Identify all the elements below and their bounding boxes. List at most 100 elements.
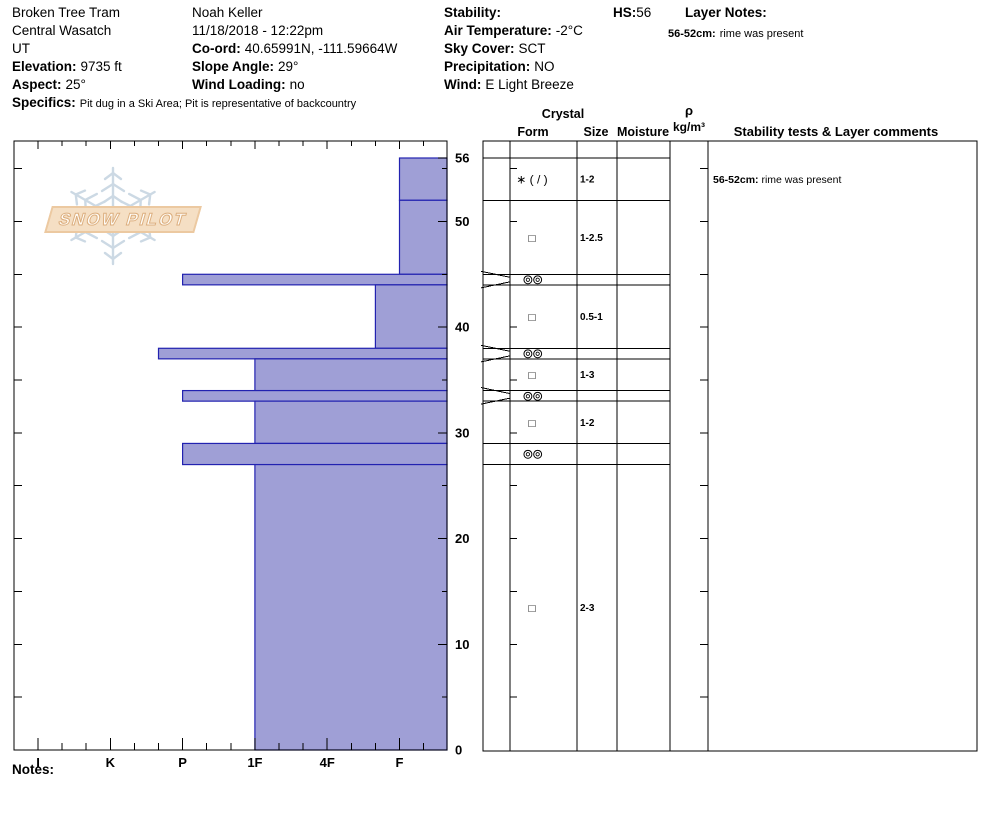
size-value: 1-2.5 [580, 233, 603, 244]
stability-label: Stability: [444, 5, 502, 20]
slope-angle-value: 29° [278, 59, 299, 74]
col-header-density-units: kg/m³ [673, 120, 705, 134]
air-temp-line: Air Temperature: -2°C [444, 22, 583, 40]
aspect-label: Aspect: [12, 77, 62, 92]
layer-comment: 56-52cm: rime was present [713, 174, 841, 186]
form-symbol: ∗ ( / ) [516, 173, 547, 187]
wind-value: E Light Breeze [485, 77, 574, 92]
elevation-line: Elevation: 9735 ft [12, 58, 122, 76]
layer-flag [480, 270, 511, 278]
hardness-bar-layer-29-27 [182, 442, 448, 466]
depth-label-10: 10 [455, 637, 469, 652]
aspect-line: Aspect: 25° [12, 76, 86, 94]
coord-value: 40.65991N, -111.59664W [244, 41, 398, 56]
hs-line: HS:56 [613, 4, 651, 22]
layer-flag [480, 281, 511, 289]
form-symbol: ⊚⊚ [522, 346, 543, 361]
col-header-density-rho: ρ [685, 103, 693, 118]
specifics-line: Specifics: Pit dug in a Ski Area; Pit is … [12, 94, 356, 113]
depth-label-40: 40 [455, 320, 469, 335]
form-symbol: ⊚⊚ [522, 447, 543, 462]
sky-cover-line: Sky Cover: SCT [444, 40, 546, 58]
specifics-value: Pit dug in a Ski Area; Pit is representa… [79, 98, 357, 110]
size-value: 1-3 [580, 370, 595, 381]
specifics-label: Specifics: [12, 95, 76, 110]
coord-line: Co-ord: 40.65991N, -111.59664W [192, 40, 397, 58]
layer-flag [480, 387, 511, 395]
col-header-form: Form [517, 125, 548, 139]
hardness-bar-layer-37-34 [254, 358, 448, 392]
hardness-bar-layer-33-29 [254, 400, 448, 445]
coord-label: Co-ord: [192, 41, 241, 56]
wind-line: Wind: E Light Breeze [444, 76, 574, 94]
depth-label-50: 50 [455, 214, 469, 229]
layer-flag [480, 397, 511, 405]
layer-flag [480, 355, 511, 363]
layer-note-range: 56-52cm: [668, 28, 716, 40]
sky-cover-label: Sky Cover: [444, 41, 515, 56]
form-symbol: □ [529, 233, 536, 245]
site-range: Central Wasatch [12, 23, 112, 38]
form-symbol: □ [529, 370, 536, 382]
air-temp-value: -2°C [555, 23, 583, 38]
form-symbol: ⊚⊚ [522, 272, 543, 287]
elevation-value: 9735 ft [80, 59, 122, 74]
hardness-label-1F: 1F [247, 755, 262, 770]
form-symbol: □ [529, 603, 536, 615]
hardness-bar-layer-38-37 [157, 347, 448, 360]
depth-label-30: 30 [455, 425, 469, 440]
elevation-label: Elevation: [12, 59, 77, 74]
slope-angle-line: Slope Angle: 29° [192, 58, 298, 76]
depth-label-56: 56 [455, 151, 469, 166]
layer-note-line: 56-52cm: rime was present [668, 24, 803, 43]
layer-note-text: rime was present [719, 28, 804, 40]
precip-value: NO [534, 59, 555, 74]
hardness-bar-layer-34-33 [182, 389, 448, 402]
hs-label: HS: [613, 5, 637, 20]
col-header-size: Size [583, 125, 608, 139]
layer-notes-label: Layer Notes: [685, 5, 767, 20]
size-value: 2-3 [580, 603, 595, 614]
hardness-bar-layer-27-0 [254, 463, 448, 751]
pit-datetime: 11/18/2018 - 12:22pm [192, 23, 324, 38]
layer-notes-header: Layer Notes: [685, 4, 771, 22]
wind-loading-line: Wind Loading: no [192, 76, 305, 94]
wind-loading-label: Wind Loading: [192, 77, 286, 92]
size-value: 1-2 [580, 175, 595, 186]
sky-cover-value: SCT [518, 41, 546, 56]
hardness-label-F: F [396, 755, 404, 770]
wind-label: Wind: [444, 77, 482, 92]
hardness-label-K: K [106, 755, 116, 770]
layer-flag [480, 344, 511, 352]
hardness-bar-layer-44-38 [374, 284, 448, 349]
hardness-bar-layer-45-44 [182, 273, 448, 286]
form-symbol: □ [529, 312, 536, 324]
air-temp-label: Air Temperature: [444, 23, 552, 38]
hardness-label-4F: 4F [320, 755, 335, 770]
form-symbol: □ [529, 418, 536, 430]
col-header-comments: Stability tests & Layer comments [734, 124, 938, 139]
precip-label: Precipitation: [444, 59, 531, 74]
hardness-label-I: I [36, 755, 40, 770]
stability-line: Stability: [444, 4, 505, 22]
col-header-moisture: Moisture [617, 125, 669, 139]
form-symbol: ⊚⊚ [522, 388, 543, 403]
size-value: 0.5-1 [580, 312, 603, 323]
hardness-label-P: P [178, 755, 187, 770]
precip-line: Precipitation: NO [444, 58, 555, 76]
hardness-bar-layer-52-45 [398, 199, 448, 275]
site-state: UT [12, 41, 30, 56]
aspect-value: 25° [65, 77, 86, 92]
hs-value: 56 [636, 5, 652, 20]
depth-label-20: 20 [455, 531, 469, 546]
col-header-crystal: Crystal [542, 107, 584, 121]
table-outer-border [482, 140, 978, 752]
hardness-bar-layer-56-52 [398, 157, 448, 201]
observer-name: Noah Keller [192, 5, 263, 20]
wind-loading-value: no [289, 77, 305, 92]
size-value: 1-2 [580, 418, 595, 429]
notes-label: Notes: [12, 762, 55, 777]
site-name: Broken Tree Tram [12, 5, 121, 20]
